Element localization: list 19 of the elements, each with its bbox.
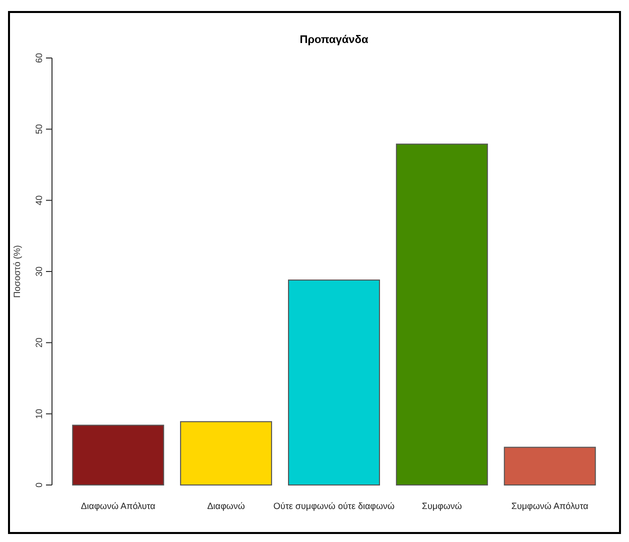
x-tick-label: Συμφωνώ [422, 501, 462, 511]
x-tick-label: Διαφωνώ Απόλυτα [80, 501, 156, 511]
x-tick-label: Ούτε συμφωνώ ούτε διαφωνώ [273, 501, 395, 511]
y-tick-label: 20 [34, 338, 44, 348]
bar [288, 280, 380, 486]
bar [72, 424, 164, 486]
y-tick-label: 30 [34, 266, 44, 277]
y-axis-title: Ποσοστό (%) [12, 245, 22, 298]
bar [396, 144, 488, 486]
y-tick-label: 10 [34, 408, 44, 419]
y-tick-label: 60 [34, 52, 44, 64]
x-tick-label: Διαφωνώ [207, 501, 245, 511]
bar [180, 421, 272, 486]
x-tick-label: Συμφωνώ Απόλυτα [511, 501, 588, 511]
chart-title: Προπαγάνδα [300, 34, 368, 46]
y-tick-label: 50 [34, 124, 44, 134]
y-tick-label: 40 [34, 195, 44, 206]
y-tick-label: 0 [34, 482, 44, 488]
bar [504, 446, 596, 486]
